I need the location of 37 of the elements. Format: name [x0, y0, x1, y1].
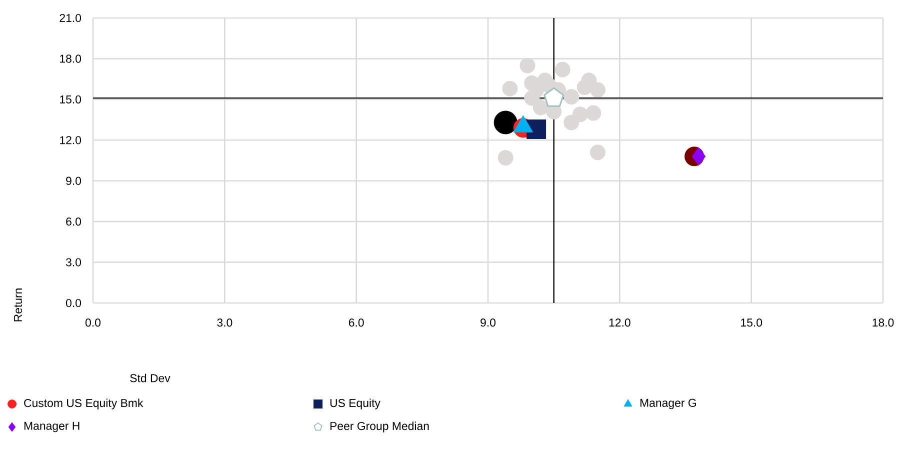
point	[494, 110, 518, 134]
y-tick-label: 6.0	[66, 218, 82, 226]
point	[544, 87, 564, 107]
x-tick-label: 18.0	[872, 318, 894, 327]
y-tick-label: 3.0	[66, 258, 82, 266]
point	[576, 79, 592, 95]
point	[498, 150, 514, 166]
legend-label: US Equity	[330, 398, 380, 410]
point	[502, 80, 518, 96]
x-tick-label: 15.0	[741, 318, 762, 327]
y-axis-title: Return	[14, 288, 22, 322]
point	[554, 62, 570, 78]
legend-label: Peer Group Median	[330, 422, 429, 432]
y-tick-label: 12.0	[60, 136, 82, 144]
y-tick-label: 21.0	[60, 14, 82, 22]
y-tick-label: 9.0	[66, 176, 82, 185]
point	[564, 114, 580, 130]
point	[692, 148, 706, 166]
y-tick-label: 0.0	[66, 298, 82, 308]
point	[590, 144, 606, 160]
x-tick-label: 12.0	[609, 318, 630, 327]
point	[586, 105, 602, 121]
x-axis-title: Std Dev	[130, 374, 170, 382]
point	[524, 90, 540, 106]
x-tick-label: 3.0	[217, 318, 232, 327]
y-tick-label: 18.0	[60, 54, 82, 63]
point	[526, 120, 546, 140]
x-tick-label: 0.0	[85, 318, 101, 327]
point	[590, 82, 606, 98]
legend-label: Custom US Equity Bmk	[24, 398, 144, 410]
point	[520, 58, 536, 74]
legend-label: Manager H	[24, 422, 80, 432]
point	[564, 88, 580, 104]
x-tick-label: 9.0	[480, 318, 496, 327]
legend-label: Manager G	[640, 398, 696, 410]
y-tick-label: 15.0	[60, 95, 82, 104]
x-tick-label: 6.0	[348, 318, 364, 327]
